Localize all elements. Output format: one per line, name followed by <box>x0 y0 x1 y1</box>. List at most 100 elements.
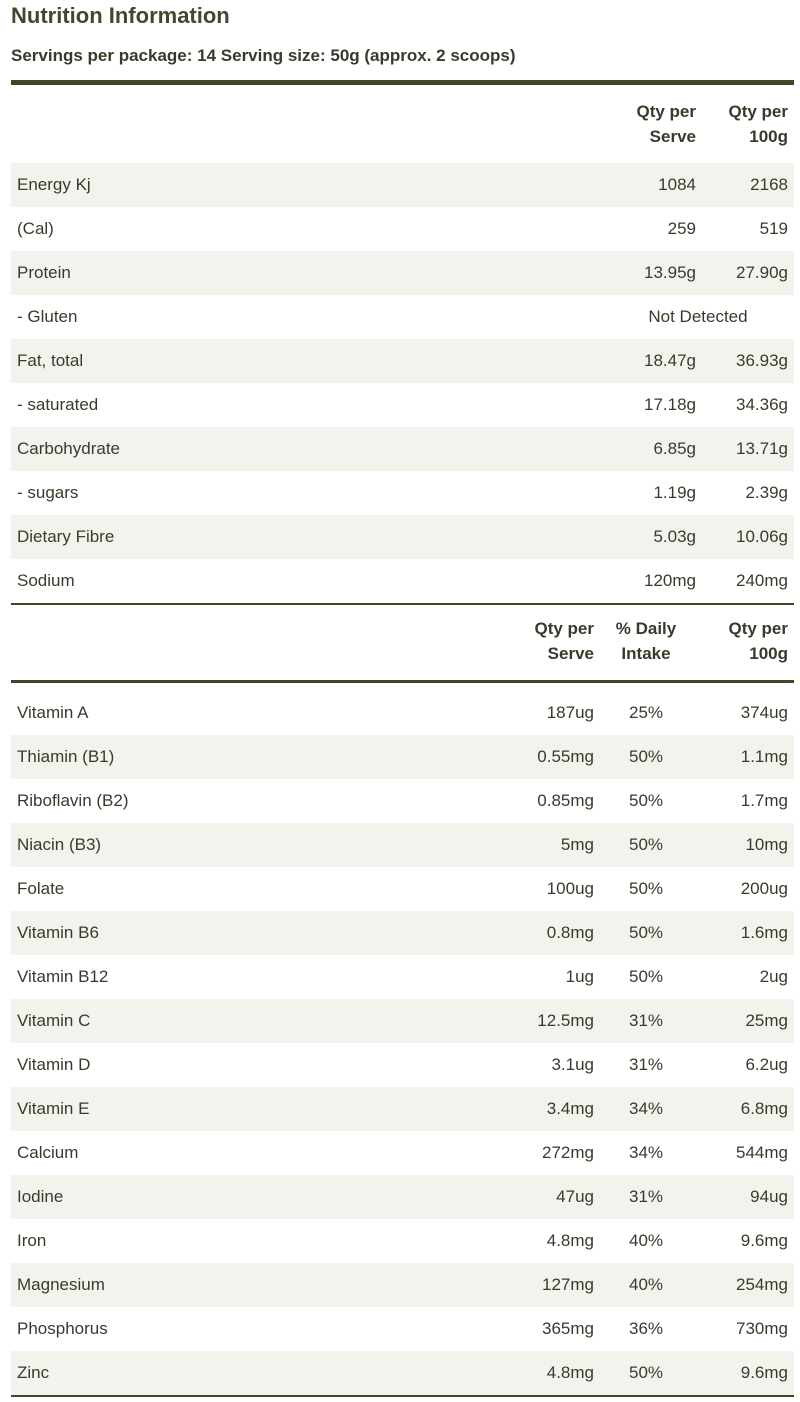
qty-per-100g: 374ug <box>740 703 788 722</box>
daily-intake: 50% <box>628 879 664 898</box>
table-row: Iron 4.8mg 40% 9.6mg <box>11 1219 794 1263</box>
nutrient-name: Iron <box>17 1231 47 1250</box>
nutrient-name: Niacin (B3) <box>11 823 493 867</box>
qty-per-100g: 2168 <box>702 163 794 207</box>
qty-per-serve: 3.1ug <box>551 1055 594 1074</box>
daily-intake: 40% <box>628 1231 664 1250</box>
nutrient-name: Iodine <box>11 1175 493 1219</box>
table-row: Riboflavin (B2) 0.85mg 50% 1.7mg <box>11 779 794 823</box>
table-header: Qty per Serve % Daily Intake Qty per 100… <box>11 602 794 683</box>
daily-intake: 25% <box>628 703 664 722</box>
nutrient-name: Folate <box>17 879 65 898</box>
table-header: Qty per Serve Qty per 100g <box>11 83 794 164</box>
table-row: Zinc 4.8mg 50% 9.6mg <box>11 1351 794 1396</box>
nutrient-name: Vitamin B6 <box>11 911 493 955</box>
table-row: Niacin (B3) 5mg 50% 10mg <box>11 823 794 867</box>
qty-per-100g: 9.6mg <box>692 1351 794 1396</box>
table-row: Fat, total 18.47g 36.93g <box>11 339 794 383</box>
qty-per-100g: 10mg <box>692 823 794 867</box>
nutrient-name: Energy Kj <box>11 163 602 207</box>
header-qty-100g: Qty per 100g <box>728 102 788 146</box>
qty-per-100g: 27.90g <box>702 251 794 295</box>
table-row: Magnesium 127mg 40% 254mg <box>11 1263 794 1307</box>
qty-per-100g: 200ug <box>740 879 788 898</box>
qty-per-serve: 1.19g <box>653 483 696 502</box>
qty-per-100g: 2ug <box>759 967 788 986</box>
nutrient-name: - saturated <box>17 395 99 414</box>
qty-per-100g: 6.8mg <box>692 1087 794 1131</box>
qty-per-100g: 34.36g <box>736 395 788 414</box>
qty-per-100g: 240mg <box>736 571 788 590</box>
table-row: Calcium 272mg 34% 544mg <box>11 1131 794 1175</box>
header-daily-intake: % Daily Intake <box>600 602 692 683</box>
qty-per-serve: 0.55mg <box>493 735 600 779</box>
table-row: Vitamin B12 1ug 50% 2ug <box>11 955 794 999</box>
qty-per-100g: 94ug <box>692 1175 794 1219</box>
qty-per-100g: 9.6mg <box>740 1231 788 1250</box>
nutrient-name: Phosphorus <box>17 1319 108 1338</box>
nutrient-name: Vitamin E <box>11 1087 493 1131</box>
nutrient-name: Vitamin D <box>17 1055 91 1074</box>
nutrient-name: Fat, total <box>11 339 602 383</box>
qty-per-serve: 1ug <box>565 967 594 986</box>
qty-per-100g: 13.71g <box>702 427 794 471</box>
table-row: Vitamin D 3.1ug 31% 6.2ug <box>11 1043 794 1087</box>
qty-per-serve: 100ug <box>546 879 594 898</box>
qty-per-serve: 4.8mg <box>493 1351 600 1396</box>
nutrient-name: Vitamin B12 <box>17 967 109 986</box>
daily-intake: 34% <box>628 1143 664 1162</box>
qty-per-serve: 17.18g <box>644 395 696 414</box>
table-row: - Gluten Not Detected <box>11 295 794 339</box>
qty-per-serve: 127mg <box>493 1263 600 1307</box>
qty-per-serve: 5.03g <box>602 515 702 559</box>
daily-intake: 50% <box>600 1351 692 1396</box>
qty-per-serve: 0.8mg <box>493 911 600 955</box>
table-row: Protein 13.95g 27.90g <box>11 251 794 295</box>
qty-per-serve: 12.5mg <box>493 999 600 1043</box>
nutrient-name: Vitamin C <box>11 999 493 1043</box>
daily-intake: 40% <box>600 1263 692 1307</box>
nutrition-table: Qty per Serve Qty per 100g Energy Kj 1084… <box>11 80 794 605</box>
qty-per-serve: 0.85mg <box>537 791 594 810</box>
nutrient-value: Not Detected <box>648 307 748 326</box>
vitamins-minerals-table: Qty per Serve % Daily Intake Qty per 100… <box>11 602 794 1397</box>
qty-per-serve: 3.4mg <box>493 1087 600 1131</box>
qty-per-serve: 365mg <box>542 1319 594 1338</box>
daily-intake: 36% <box>628 1319 664 1338</box>
qty-per-serve: 259 <box>667 219 696 238</box>
table-row: - sugars 1.19g 2.39g <box>11 471 794 515</box>
table-row: (Cal) 259 519 <box>11 207 794 251</box>
qty-per-serve: 13.95g <box>602 251 702 295</box>
table-row: Vitamin C 12.5mg 31% 25mg <box>11 999 794 1043</box>
qty-per-serve: 6.85g <box>602 427 702 471</box>
table-row: Vitamin A 187ug 25% 374ug <box>11 682 794 736</box>
qty-per-100g: 25mg <box>692 999 794 1043</box>
header-qty-serve: Qty per Serve <box>493 602 600 683</box>
qty-per-100g: 1.1mg <box>692 735 794 779</box>
table-row: Folate 100ug 50% 200ug <box>11 867 794 911</box>
qty-per-100g: 1.6mg <box>692 911 794 955</box>
daily-intake: 31% <box>628 1055 664 1074</box>
table-row: Vitamin B6 0.8mg 50% 1.6mg <box>11 911 794 955</box>
table-row: Dietary Fibre 5.03g 10.06g <box>11 515 794 559</box>
table-row: - saturated 17.18g 34.36g <box>11 383 794 427</box>
qty-per-serve: 272mg <box>542 1143 594 1162</box>
daily-intake: 34% <box>600 1087 692 1131</box>
qty-per-100g: 254mg <box>692 1263 794 1307</box>
nutrient-name: - sugars <box>17 483 79 502</box>
daily-intake: 31% <box>600 1175 692 1219</box>
qty-per-100g: 1.7mg <box>740 791 788 810</box>
daily-intake: 50% <box>628 967 664 986</box>
qty-per-100g: 730mg <box>736 1319 788 1338</box>
table-row: Thiamin (B1) 0.55mg 50% 1.1mg <box>11 735 794 779</box>
daily-intake: 31% <box>600 999 692 1043</box>
nutrient-name: Calcium <box>17 1143 79 1162</box>
qty-per-serve: 4.8mg <box>546 1231 594 1250</box>
nutrient-name: Magnesium <box>11 1263 493 1307</box>
qty-per-serve: 187ug <box>546 703 594 722</box>
page-title: Nutrition Information <box>11 3 230 28</box>
qty-per-100g: 2.39g <box>745 483 788 502</box>
table-row: Carbohydrate 6.85g 13.71g <box>11 427 794 471</box>
nutrient-name: Vitamin A <box>17 703 89 722</box>
nutrient-name: Dietary Fibre <box>11 515 602 559</box>
